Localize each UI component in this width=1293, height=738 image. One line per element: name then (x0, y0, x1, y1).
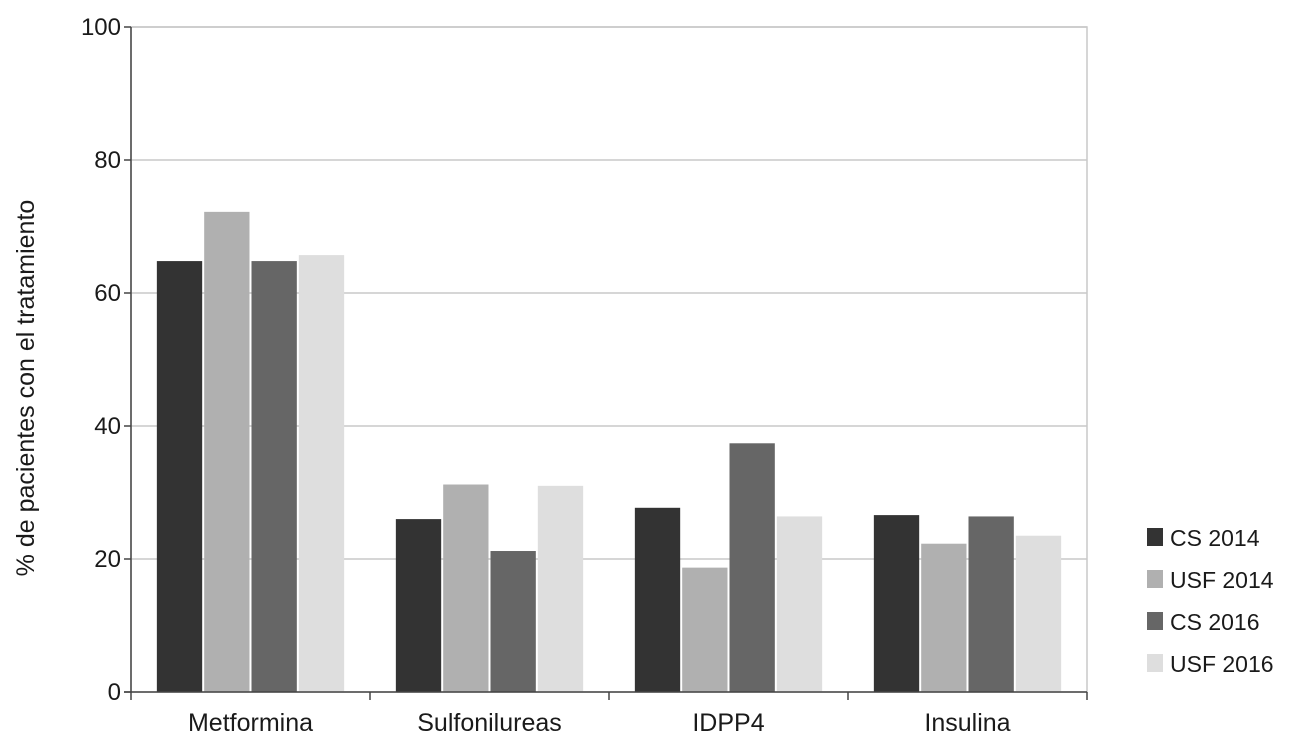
x-tick-label: IDPP4 (692, 709, 764, 733)
bar-cs-2014-idpp4 (634, 507, 681, 692)
legend-label: CS 2014 (1170, 525, 1260, 551)
bar-usf-2016-sulfonilureas (537, 485, 584, 692)
y-tick-label: 40 (94, 413, 121, 440)
bar-cs-2014-sulfonilureas (395, 519, 442, 692)
y-tick-label: 0 (108, 679, 121, 706)
legend-swatch (1147, 570, 1163, 588)
legend-label: CS 2016 (1170, 609, 1260, 635)
bar-usf-2014-metformina (204, 211, 250, 692)
y-tick-label: 20 (94, 546, 121, 573)
bars (156, 211, 1062, 692)
x-tick-label: Sulfonilureas (417, 709, 562, 733)
legend: CS 2014 USF 2014 CS 2016 USF 2016 (1147, 525, 1274, 677)
y-tick-label: 100 (81, 14, 121, 41)
x-tick-label: Metformina (188, 709, 313, 733)
legend-label: USF 2014 (1170, 567, 1274, 593)
axes: 0 20 40 60 80 100 Metformina Sulfonilureas IDPP4… (81, 14, 1088, 737)
bar-usf-2016-insulina (1015, 535, 1062, 692)
bar-usf-2014-sulfonilureas (443, 484, 489, 692)
bar-usf-2014-insulina (921, 543, 967, 692)
bar-cs-2016-sulfonilureas (490, 551, 536, 692)
bar-cs-2016-idpp4 (729, 443, 775, 692)
legend-label: USF 2016 (1170, 651, 1274, 677)
bar-cs-2014-insulina (873, 515, 920, 692)
y-tick-label: 60 (94, 280, 121, 307)
legend-swatch (1147, 654, 1163, 672)
bar-cs-2016-metformina (251, 261, 297, 692)
bar-cs-2016-insulina (968, 516, 1014, 692)
legend-swatch (1147, 528, 1163, 546)
y-axis-label: % de pacientes con el tratamiento (12, 200, 40, 577)
bar-usf-2014-idpp4 (682, 567, 728, 692)
bar-usf-2016-idpp4 (776, 516, 823, 692)
bar-usf-2016-metformina (298, 255, 345, 692)
legend-swatch (1147, 612, 1163, 630)
x-tick-label: Insulina (924, 709, 1010, 733)
y-tick-label: 80 (94, 147, 121, 174)
bar-cs-2014-metformina (156, 261, 203, 692)
